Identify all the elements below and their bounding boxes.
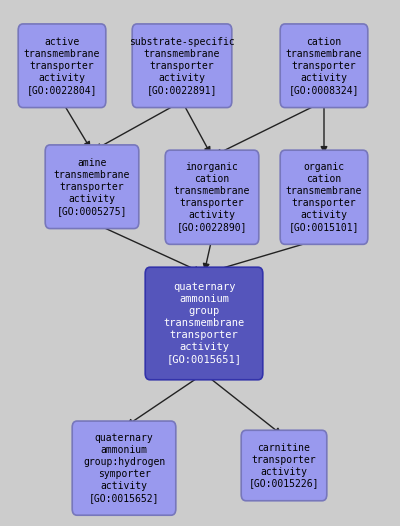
- Text: substrate-specific
transmembrane
transporter
activity
[GO:0022891]: substrate-specific transmembrane transpo…: [129, 37, 235, 95]
- FancyBboxPatch shape: [18, 24, 106, 108]
- Text: carnitine
transporter
activity
[GO:0015226]: carnitine transporter activity [GO:00152…: [249, 442, 319, 489]
- FancyBboxPatch shape: [241, 430, 327, 501]
- Text: active
transmembrane
transporter
activity
[GO:0022804]: active transmembrane transporter activit…: [24, 37, 100, 95]
- FancyBboxPatch shape: [145, 267, 263, 380]
- FancyBboxPatch shape: [280, 24, 368, 108]
- Text: amine
transmembrane
transporter
activity
[GO:0005275]: amine transmembrane transporter activity…: [54, 158, 130, 216]
- FancyBboxPatch shape: [45, 145, 139, 228]
- Text: quaternary
ammonium
group:hydrogen
symporter
activity
[GO:0015652]: quaternary ammonium group:hydrogen sympo…: [83, 433, 165, 503]
- FancyBboxPatch shape: [165, 150, 259, 244]
- Text: inorganic
cation
transmembrane
transporter
activity
[GO:0022890]: inorganic cation transmembrane transport…: [174, 162, 250, 232]
- FancyBboxPatch shape: [72, 421, 176, 515]
- Text: organic
cation
transmembrane
transporter
activity
[GO:0015101]: organic cation transmembrane transporter…: [286, 162, 362, 232]
- FancyBboxPatch shape: [280, 150, 368, 244]
- Text: cation
transmembrane
transporter
activity
[GO:0008324]: cation transmembrane transporter activit…: [286, 37, 362, 95]
- FancyBboxPatch shape: [132, 24, 232, 108]
- Text: quaternary
ammonium
group
transmembrane
transporter
activity
[GO:0015651]: quaternary ammonium group transmembrane …: [163, 282, 245, 365]
